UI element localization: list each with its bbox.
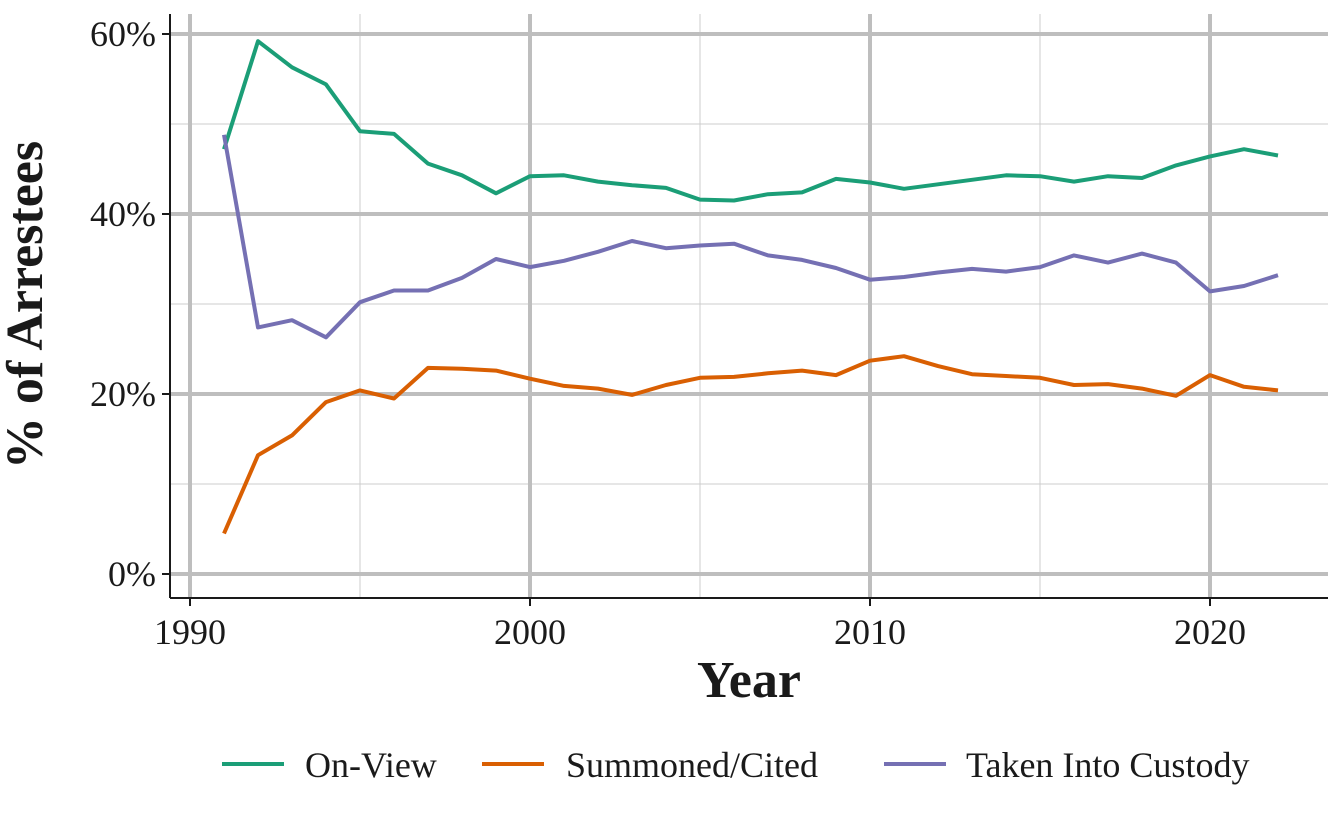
x-axis-title: Year	[697, 652, 801, 709]
series-lines	[222, 39, 1279, 535]
x-tick-label: 2010	[834, 612, 906, 652]
y-tick-label: 20%	[90, 374, 156, 414]
y-axis-title: % of Arrestees	[0, 141, 54, 469]
y-tick-label: 0%	[108, 554, 156, 594]
y-tick-label: 40%	[90, 194, 156, 234]
series-line-taken-into-custody	[222, 134, 1279, 340]
y-tick-label: 60%	[90, 14, 156, 54]
x-tick-label: 1990	[154, 612, 226, 652]
series-line-summoned-cited	[222, 354, 1279, 535]
legend-label-on-view: On-View	[305, 745, 437, 785]
x-axis-ticks: 1990 2000 2010 2020	[154, 598, 1246, 652]
minor-gridlines	[170, 14, 1328, 598]
legend-label-taken-into-custody: Taken Into Custody	[966, 745, 1249, 785]
axes	[169, 14, 1328, 599]
y-axis-ticks: 0% 20% 40% 60%	[90, 14, 170, 594]
x-tick-label: 2020	[1174, 612, 1246, 652]
series-line-on-view	[222, 39, 1279, 203]
legend: On-View Summoned/Cited Taken Into Custody	[222, 745, 1249, 785]
legend-label-summoned-cited: Summoned/Cited	[566, 745, 818, 785]
x-tick-label: 2000	[494, 612, 566, 652]
major-gridlines	[170, 14, 1328, 598]
